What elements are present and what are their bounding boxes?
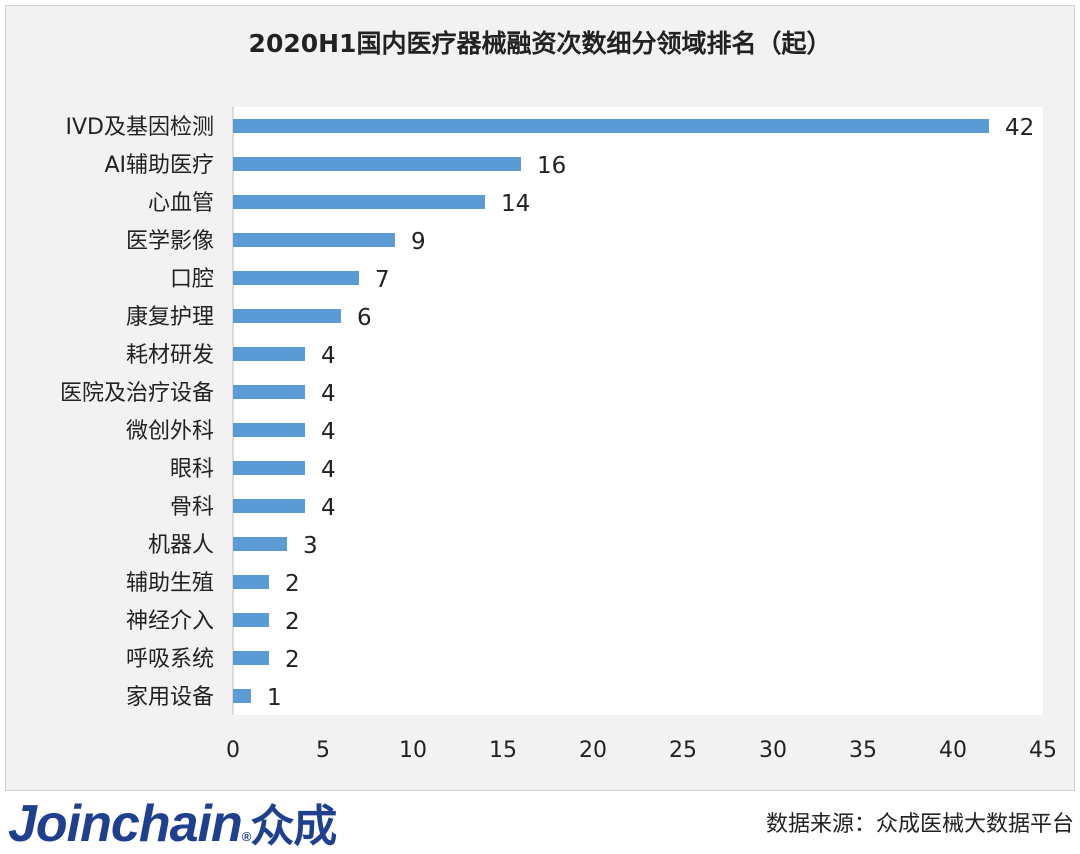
logo-cn: 众成	[250, 801, 337, 852]
data-label: 14	[501, 191, 530, 217]
data-label: 3	[303, 533, 318, 559]
bar	[233, 499, 305, 513]
x-tick-label: 5	[316, 738, 330, 763]
data-label: 4	[321, 495, 336, 521]
bar	[233, 157, 521, 171]
data-label: 2	[285, 647, 300, 673]
data-label: 4	[321, 381, 336, 407]
bar	[233, 461, 305, 475]
category-label: AI辅助医疗	[104, 153, 214, 178]
bar	[233, 423, 305, 437]
category-label: 微创外科	[126, 419, 214, 444]
category-label: 眼科	[170, 457, 214, 482]
data-label: 6	[357, 305, 372, 331]
bar	[233, 385, 305, 399]
category-label: 口腔	[170, 267, 214, 292]
x-tick-label: 45	[1029, 738, 1057, 763]
x-tick-label: 40	[939, 738, 967, 763]
category-label: 骨科	[170, 495, 214, 520]
category-label: 机器人	[148, 533, 214, 558]
data-label: 4	[321, 343, 336, 369]
data-label: 9	[411, 229, 426, 255]
x-tick-label: 20	[579, 738, 607, 763]
data-label: 7	[375, 267, 390, 293]
joinchain-logo: Joinchain®众成	[8, 795, 337, 853]
bar	[233, 271, 359, 285]
category-label: 心血管	[148, 191, 214, 216]
category-label: 医院及治疗设备	[60, 381, 214, 406]
chart-title: 2020H1国内医疗器械融资次数细分领域排名（起）	[248, 29, 832, 58]
category-label: 家用设备	[126, 685, 214, 710]
bar	[233, 651, 269, 665]
data-label: 2	[285, 609, 300, 635]
data-source: 数据来源：众成医械大数据平台	[765, 812, 1074, 837]
x-tick-label: 15	[489, 738, 517, 763]
x-tick-label: 25	[669, 738, 697, 763]
category-label: 神经介入	[126, 609, 214, 634]
bar	[233, 537, 287, 551]
x-tick-label: 30	[759, 738, 787, 763]
bar	[233, 309, 341, 323]
bar	[233, 195, 485, 209]
bar	[233, 233, 395, 247]
category-label: 康复护理	[126, 305, 214, 330]
logo-text: Joinchain	[8, 795, 243, 853]
bar	[233, 347, 305, 361]
bar	[233, 575, 269, 589]
x-tick-label: 0	[226, 738, 240, 763]
bar	[233, 613, 269, 627]
category-label: 耗材研发	[126, 343, 214, 368]
category-label: 呼吸系统	[126, 647, 214, 672]
bar	[233, 689, 251, 703]
x-tick-label: 10	[399, 738, 427, 763]
data-label: 42	[1005, 115, 1034, 141]
category-label: IVD及基因检测	[66, 115, 214, 140]
x-tick-label: 35	[849, 738, 877, 763]
data-label: 4	[321, 457, 336, 483]
category-label: 辅助生殖	[126, 571, 214, 596]
data-label: 2	[285, 571, 300, 597]
data-label: 4	[321, 419, 336, 445]
category-label: 医学影像	[126, 229, 214, 254]
data-label: 16	[537, 153, 566, 179]
bar	[233, 119, 989, 133]
data-label: 1	[267, 685, 282, 711]
